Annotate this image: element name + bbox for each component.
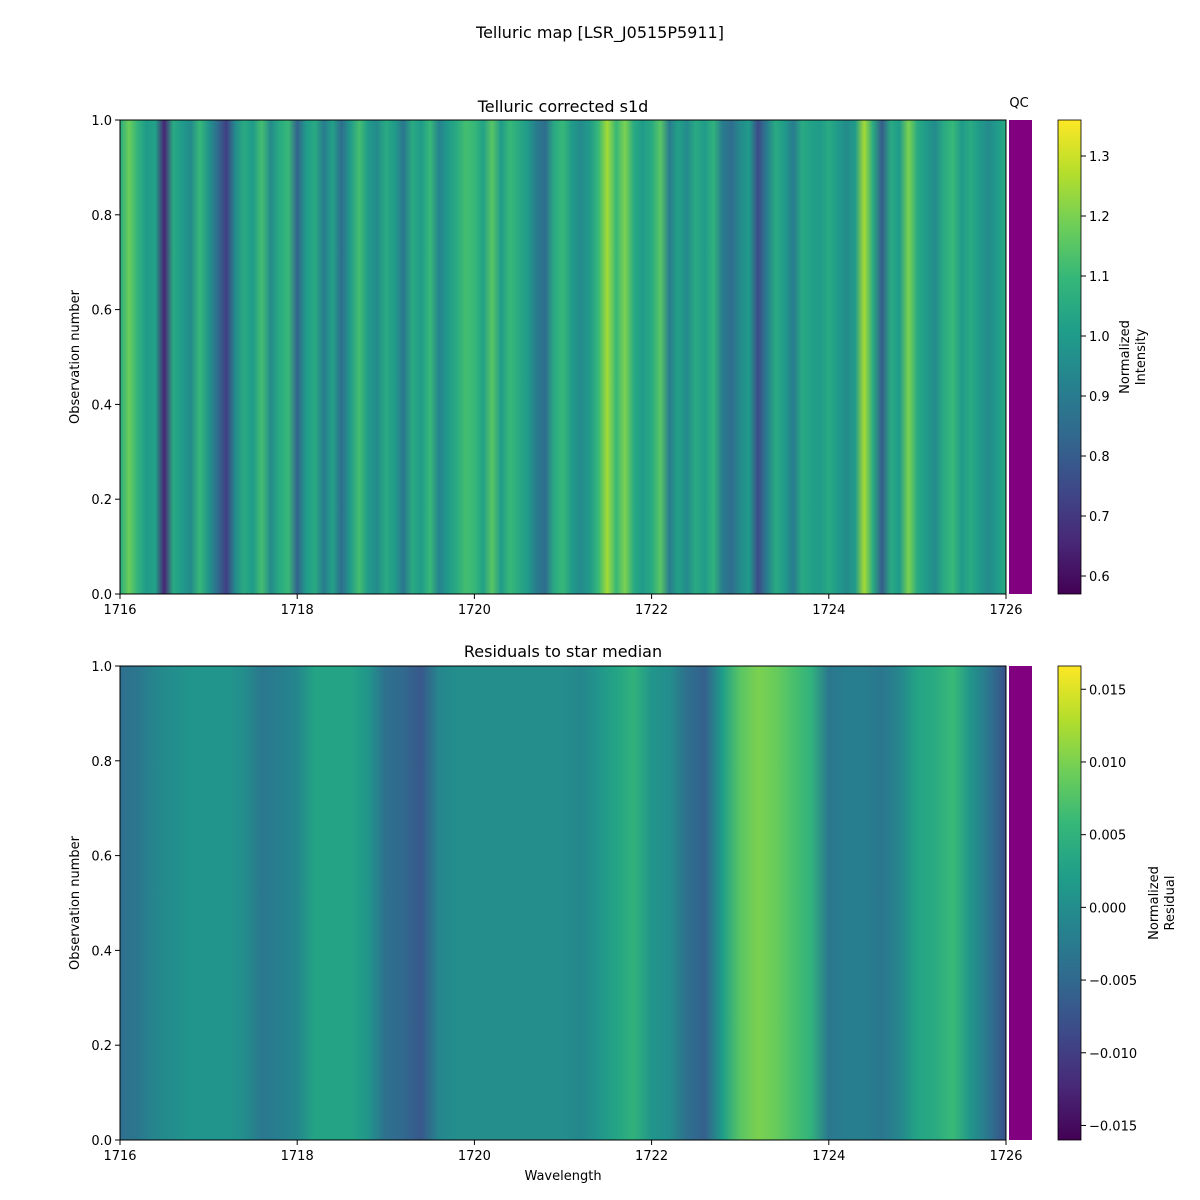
top-colorbar-label-line1: Normalized [1118, 320, 1133, 394]
colorbar-tick-label: 0.9 [1089, 390, 1110, 405]
top-y-ticks: 0.0 0.2 0.4 0.6 0.8 1.0 [91, 114, 120, 603]
heatmap-image [120, 666, 1006, 1140]
y-tick-label: 0.0 [91, 1134, 112, 1149]
bottom-y-axis-label: Observation number [68, 835, 83, 970]
x-tick-label: 1718 [281, 603, 314, 618]
y-tick-label: 0.6 [91, 850, 112, 865]
bottom-qc-bar [1009, 666, 1032, 1140]
x-tick-label: 1718 [281, 1149, 314, 1164]
bottom-colorbar [1057, 665, 1082, 1141]
y-tick-label: 1.0 [91, 660, 112, 675]
bottom-panel: Residuals to star median 1716 1718 1720 172… [68, 642, 1178, 1184]
colorbar-tick-label: 1.2 [1089, 210, 1110, 225]
colorbar-tick-label: 0.005 [1089, 829, 1126, 844]
bottom-x-axis-label: Wavelength [524, 1169, 601, 1184]
colorbar-tick-label: 0.7 [1089, 510, 1110, 525]
colorbar-gradient [1057, 665, 1082, 1141]
top-y-axis-label: Observation number [68, 289, 83, 424]
top-heatmap [120, 120, 1006, 594]
x-tick-label: 1716 [103, 1149, 136, 1164]
x-tick-label: 1724 [812, 603, 845, 618]
x-tick-label: 1726 [989, 1149, 1022, 1164]
colorbar-tick-label: 0.6 [1089, 570, 1110, 585]
bottom-y-ticks: 0.0 0.2 0.4 0.6 0.8 1.0 [91, 660, 120, 1149]
figure-title: Telluric map [LSR_J0515P5911] [475, 23, 724, 43]
colorbar-tick-label: 0.010 [1089, 756, 1126, 771]
bottom-plot-frame [119, 665, 1007, 1141]
y-tick-label: 0.0 [91, 588, 112, 603]
y-tick-label: 0.4 [91, 398, 112, 413]
x-tick-label: 1724 [812, 1149, 845, 1164]
colorbar-gradient [1057, 119, 1082, 595]
y-tick-label: 0.8 [91, 209, 112, 224]
top-colorbar-ticks: 0.6 0.7 0.8 0.9 1.0 1.1 1.2 1.3 [1081, 150, 1110, 585]
bottom-panel-title: Residuals to star median [464, 642, 662, 661]
y-tick-label: 0.2 [91, 1039, 112, 1054]
top-colorbar [1057, 119, 1082, 595]
top-plot-frame [119, 119, 1007, 595]
colorbar-tick-label: 0.000 [1089, 901, 1126, 916]
colorbar-tick-label: −0.010 [1089, 1047, 1137, 1062]
bottom-colorbar-ticks: −0.015 −0.010 −0.005 0.000 0.005 0.010 0.015 [1081, 683, 1137, 1134]
colorbar-tick-label: 1.1 [1089, 270, 1110, 285]
x-tick-label: 1726 [989, 603, 1022, 618]
bottom-colorbar-label-line2: Residual [1163, 876, 1178, 931]
bottom-x-ticks: 1716 1718 1720 1722 1724 1726 [103, 1140, 1023, 1164]
heatmap-image [120, 120, 1006, 594]
y-tick-label: 1.0 [91, 114, 112, 129]
colorbar-tick-label: 0.015 [1089, 683, 1126, 698]
x-tick-label: 1722 [635, 1149, 668, 1164]
bottom-heatmap [120, 666, 1006, 1140]
top-colorbar-label-line2: Intensity [1134, 328, 1149, 385]
x-tick-label: 1720 [458, 603, 491, 618]
colorbar-tick-label: −0.005 [1089, 974, 1137, 989]
colorbar-tick-label: 1.0 [1089, 330, 1110, 345]
top-panel-title: Telluric corrected s1d [477, 97, 649, 116]
colorbar-tick-label: 1.3 [1089, 150, 1110, 165]
bottom-colorbar-label-line1: Normalized [1147, 866, 1162, 940]
x-tick-label: 1720 [458, 1149, 491, 1164]
qc-label: QC [1009, 96, 1028, 111]
y-tick-label: 0.4 [91, 944, 112, 959]
colorbar-tick-label: 0.8 [1089, 450, 1110, 465]
top-x-ticks: 1716 1718 1720 1722 1724 1726 [103, 594, 1023, 618]
y-tick-label: 0.8 [91, 755, 112, 770]
top-panel: Telluric corrected s1d 1716 1718 1720 1722 1… [68, 96, 1149, 618]
x-tick-label: 1722 [635, 603, 668, 618]
colorbar-tick-label: −0.015 [1089, 1119, 1137, 1134]
y-tick-label: 0.2 [91, 493, 112, 508]
top-qc-bar [1009, 120, 1032, 594]
y-tick-label: 0.6 [91, 304, 112, 319]
x-tick-label: 1716 [103, 603, 136, 618]
